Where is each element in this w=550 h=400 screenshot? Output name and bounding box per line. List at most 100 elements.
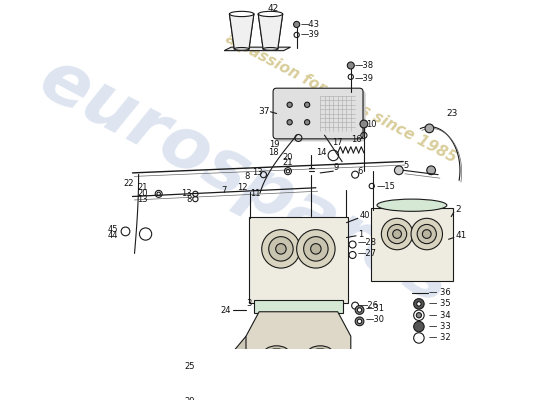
Circle shape bbox=[311, 244, 321, 254]
Text: — 34: — 34 bbox=[428, 311, 450, 320]
Text: 12: 12 bbox=[237, 183, 248, 192]
Circle shape bbox=[269, 237, 293, 261]
Text: 14: 14 bbox=[316, 148, 326, 157]
Circle shape bbox=[305, 120, 310, 125]
Text: 16: 16 bbox=[351, 135, 361, 144]
Text: 18: 18 bbox=[268, 148, 279, 157]
Circle shape bbox=[276, 244, 286, 254]
Text: a passion for parts since 1985: a passion for parts since 1985 bbox=[223, 30, 459, 165]
Text: 41: 41 bbox=[455, 231, 467, 240]
Ellipse shape bbox=[263, 48, 278, 50]
FancyBboxPatch shape bbox=[276, 91, 366, 142]
Circle shape bbox=[287, 102, 292, 108]
Circle shape bbox=[427, 166, 436, 175]
Circle shape bbox=[347, 62, 354, 69]
Text: 44: 44 bbox=[107, 231, 118, 240]
Circle shape bbox=[411, 218, 443, 250]
Text: —39: —39 bbox=[354, 74, 373, 83]
Text: 3: 3 bbox=[246, 299, 251, 308]
Text: 8: 8 bbox=[244, 172, 250, 181]
Text: — 35: — 35 bbox=[428, 299, 450, 308]
Text: 37: 37 bbox=[258, 107, 270, 116]
Circle shape bbox=[414, 299, 424, 309]
FancyBboxPatch shape bbox=[254, 300, 343, 313]
Circle shape bbox=[414, 321, 424, 332]
Text: 17: 17 bbox=[332, 138, 343, 147]
Circle shape bbox=[394, 166, 403, 175]
Text: 23: 23 bbox=[447, 109, 458, 118]
Circle shape bbox=[416, 313, 421, 318]
FancyBboxPatch shape bbox=[273, 88, 363, 139]
Ellipse shape bbox=[377, 199, 447, 211]
Ellipse shape bbox=[263, 346, 290, 362]
FancyBboxPatch shape bbox=[371, 208, 453, 281]
Text: 5: 5 bbox=[403, 162, 409, 170]
Text: 42: 42 bbox=[268, 4, 279, 13]
Ellipse shape bbox=[196, 391, 235, 400]
Circle shape bbox=[381, 218, 413, 250]
Ellipse shape bbox=[311, 348, 329, 359]
Text: 21: 21 bbox=[283, 158, 293, 167]
Circle shape bbox=[360, 120, 368, 128]
Circle shape bbox=[294, 21, 300, 28]
Text: 45: 45 bbox=[107, 225, 118, 234]
Polygon shape bbox=[207, 336, 259, 397]
Text: —38: —38 bbox=[354, 61, 373, 70]
Text: 22: 22 bbox=[124, 179, 134, 188]
Circle shape bbox=[262, 230, 300, 268]
Circle shape bbox=[414, 310, 424, 320]
Text: 6: 6 bbox=[358, 167, 363, 176]
Circle shape bbox=[355, 317, 364, 326]
Ellipse shape bbox=[234, 48, 249, 50]
Text: —15: —15 bbox=[377, 182, 396, 190]
Polygon shape bbox=[229, 14, 254, 49]
Text: 10: 10 bbox=[366, 120, 377, 128]
Ellipse shape bbox=[307, 346, 333, 362]
Text: 13: 13 bbox=[138, 196, 148, 204]
Text: —43: —43 bbox=[300, 20, 319, 29]
Text: 29: 29 bbox=[185, 397, 195, 400]
Text: 25: 25 bbox=[185, 362, 195, 371]
Circle shape bbox=[425, 124, 434, 133]
Text: — 32: — 32 bbox=[428, 334, 450, 342]
Text: —28: —28 bbox=[358, 238, 377, 247]
Text: 20: 20 bbox=[138, 189, 148, 198]
Text: 13: 13 bbox=[182, 189, 192, 198]
Text: 8: 8 bbox=[186, 195, 192, 204]
Text: 21: 21 bbox=[138, 183, 148, 192]
Text: 13: 13 bbox=[252, 168, 263, 176]
Text: 11: 11 bbox=[250, 189, 261, 198]
Text: —26: —26 bbox=[360, 301, 378, 310]
FancyBboxPatch shape bbox=[249, 216, 348, 303]
Circle shape bbox=[358, 319, 362, 324]
Circle shape bbox=[387, 224, 406, 244]
Ellipse shape bbox=[268, 348, 285, 359]
Text: — 33: — 33 bbox=[428, 322, 450, 331]
Text: 7: 7 bbox=[222, 186, 227, 195]
Polygon shape bbox=[258, 14, 283, 49]
Circle shape bbox=[358, 308, 362, 312]
Circle shape bbox=[393, 230, 402, 238]
Text: —30: —30 bbox=[366, 315, 384, 324]
Text: 1: 1 bbox=[358, 230, 363, 238]
Circle shape bbox=[305, 102, 310, 108]
Text: 24: 24 bbox=[221, 306, 231, 314]
Ellipse shape bbox=[229, 11, 254, 16]
Circle shape bbox=[287, 120, 292, 125]
Text: 19: 19 bbox=[269, 140, 279, 148]
Circle shape bbox=[355, 306, 364, 314]
Circle shape bbox=[422, 230, 431, 238]
Text: 9: 9 bbox=[333, 163, 339, 172]
Circle shape bbox=[296, 230, 335, 268]
Polygon shape bbox=[224, 47, 290, 51]
Text: 20: 20 bbox=[283, 153, 293, 162]
Text: 2: 2 bbox=[455, 205, 461, 214]
Text: —27: —27 bbox=[358, 249, 377, 258]
Text: eurospares: eurospares bbox=[28, 44, 463, 319]
Text: —31: —31 bbox=[366, 304, 384, 313]
Circle shape bbox=[414, 333, 424, 343]
Text: — 36: — 36 bbox=[428, 288, 450, 297]
Circle shape bbox=[417, 302, 421, 306]
Text: —39: —39 bbox=[300, 30, 319, 40]
Ellipse shape bbox=[258, 11, 283, 16]
